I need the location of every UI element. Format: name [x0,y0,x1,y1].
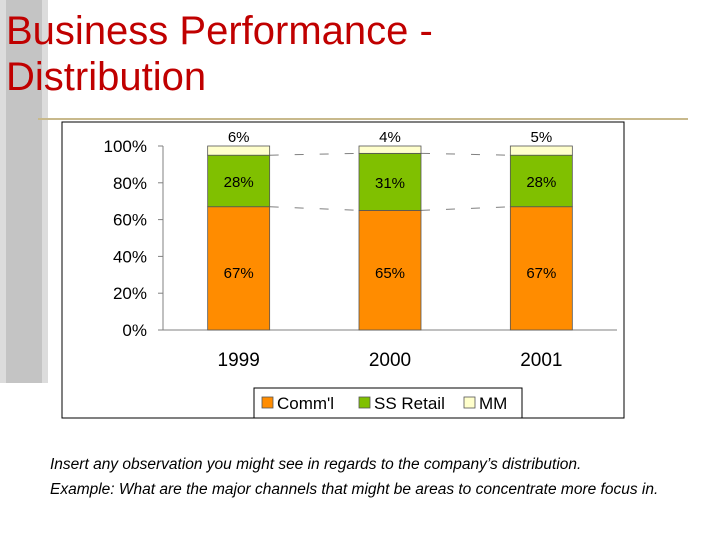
bar-segment [207,154,271,208]
data-label: 31% [375,175,405,192]
y-tick-label: 60% [113,211,147,230]
bar-segment [358,145,422,154]
bar-segment [207,145,271,156]
legend-swatch [261,396,274,409]
x-tick-label: 2001 [520,350,562,371]
observation-note: Insert any observation you might see in … [50,456,582,473]
slide-title-line-2: Distribution [6,55,207,99]
slide-title: Business Performance - Distribution [6,8,606,100]
data-label: 67% [224,265,254,282]
bar-segment [509,145,573,156]
data-label: 65% [375,265,405,282]
legend-swatch [358,396,371,409]
bar-segment [358,152,422,211]
y-tick-label: 0% [122,321,147,340]
example-note: Example: What are the major channels tha… [50,481,659,498]
y-tick-label: 40% [113,247,147,266]
legend-box [253,387,523,419]
data-label: 4% [379,129,401,146]
x-tick-label: 2000 [369,350,411,371]
data-label: 28% [224,174,254,191]
slide-title-line-1: Business Performance - [6,9,433,53]
left-accent-bar-inner [6,0,42,383]
x-tick-label: 1999 [218,350,260,371]
bar-segment [509,154,573,208]
title-divider [38,118,688,120]
bar-segment [509,206,573,331]
left-accent-bar [0,0,48,383]
legend-label: Comm'l [277,394,334,413]
bar-segment [207,206,271,331]
y-tick-label: 100% [104,137,147,156]
y-tick-label: 80% [113,174,147,193]
legend-label: MM [479,394,507,413]
series-connector-line [269,206,360,211]
series-connector-line [420,152,511,156]
y-tick-label: 20% [113,284,147,303]
legend-swatch [463,396,476,409]
data-label: 67% [526,265,556,282]
data-label: 28% [526,174,556,191]
data-label: 5% [530,129,552,146]
data-label: 6% [228,129,250,146]
series-connector-line [420,206,511,211]
observation-notes: Insert any observation you might see in … [50,456,690,506]
bar-segment [358,209,422,331]
legend-label: SS Retail [374,394,445,413]
series-connector-line [269,152,360,156]
